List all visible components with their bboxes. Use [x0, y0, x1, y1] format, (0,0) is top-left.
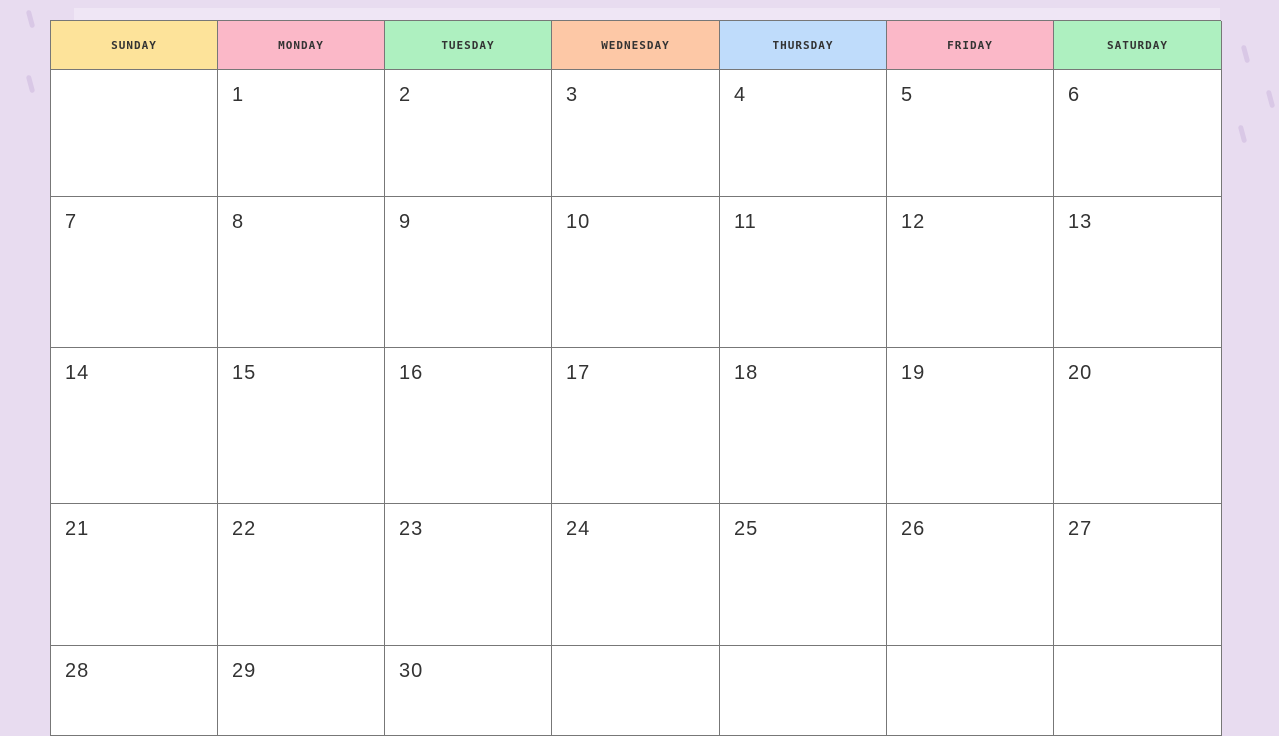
day-cell: 24: [552, 504, 720, 646]
day-number: 19: [901, 362, 926, 384]
day-number: 25: [734, 518, 759, 540]
day-number: 12: [901, 211, 926, 233]
day-number: 9: [399, 211, 412, 233]
day-number: 22: [232, 518, 257, 540]
day-number: 4: [734, 84, 747, 106]
day-number: 27: [1068, 518, 1093, 540]
day-cell: 23: [385, 504, 552, 646]
day-cell: 19: [887, 348, 1054, 504]
day-cell: 13: [1054, 197, 1222, 348]
day-number: 28: [65, 660, 90, 682]
day-cell: 10: [552, 197, 720, 348]
day-cell: 9: [385, 197, 552, 348]
day-cell: 20: [1054, 348, 1222, 504]
day-number: 3: [566, 84, 579, 106]
weekday-header-wednesday: WEDNESDAY: [552, 21, 720, 70]
day-cell: 30: [385, 646, 552, 736]
decoration: [1240, 44, 1251, 64]
day-cell: 21: [51, 504, 218, 646]
weekday-header-thursday: THURSDAY: [720, 21, 887, 70]
day-number: 26: [901, 518, 926, 540]
day-number: 23: [399, 518, 424, 540]
day-number: 21: [65, 518, 90, 540]
day-number: 1: [232, 84, 245, 106]
day-cell: 18: [720, 348, 887, 504]
day-number: 20: [1068, 362, 1093, 384]
day-number: 14: [65, 362, 90, 384]
day-cell: 11: [720, 197, 887, 348]
weekday-header-saturday: SATURDAY: [1054, 21, 1222, 70]
day-number: 30: [399, 660, 424, 682]
day-cell: 22: [218, 504, 385, 646]
day-cell: 2: [385, 70, 552, 197]
calendar-grid: SUNDAY MONDAY TUESDAY WEDNESDAY THURSDAY FRID…: [50, 20, 1222, 736]
day-cell: [552, 646, 720, 736]
day-cell: [51, 70, 218, 197]
day-number: 11: [734, 211, 757, 233]
decoration: [25, 9, 36, 29]
day-cell: 27: [1054, 504, 1222, 646]
day-cell: 14: [51, 348, 218, 504]
day-cell: 7: [51, 197, 218, 348]
weekday-header-friday: FRIDAY: [887, 21, 1054, 70]
day-number: 18: [734, 362, 759, 384]
decoration: [1237, 124, 1248, 144]
day-cell: 28: [51, 646, 218, 736]
day-cell: 5: [887, 70, 1054, 197]
day-number: 29: [232, 660, 257, 682]
decoration: [1265, 89, 1276, 109]
day-number: 10: [566, 211, 591, 233]
day-cell: 29: [218, 646, 385, 736]
day-cell: [1054, 646, 1222, 736]
day-number: 13: [1068, 211, 1093, 233]
day-cell: 4: [720, 70, 887, 197]
day-number: 2: [399, 84, 412, 106]
day-number: 24: [566, 518, 591, 540]
weekday-header-monday: MONDAY: [218, 21, 385, 70]
day-number: 15: [232, 362, 257, 384]
decoration: [25, 74, 36, 94]
day-number: 8: [232, 211, 245, 233]
day-cell: 8: [218, 197, 385, 348]
day-cell: 3: [552, 70, 720, 197]
day-cell: 17: [552, 348, 720, 504]
day-cell: [720, 646, 887, 736]
day-cell: 15: [218, 348, 385, 504]
day-number: 5: [901, 84, 914, 106]
day-cell: 16: [385, 348, 552, 504]
day-cell: 1: [218, 70, 385, 197]
day-number: 7: [65, 211, 78, 233]
day-cell: 6: [1054, 70, 1222, 197]
weekday-header-sunday: SUNDAY: [51, 21, 218, 70]
day-number: 6: [1068, 84, 1081, 106]
day-number: 17: [566, 362, 591, 384]
day-cell: 26: [887, 504, 1054, 646]
paper-edge: [74, 8, 1220, 22]
day-cell: [887, 646, 1054, 736]
day-number: 16: [399, 362, 424, 384]
weekday-header-tuesday: TUESDAY: [385, 21, 552, 70]
day-cell: 25: [720, 504, 887, 646]
day-cell: 12: [887, 197, 1054, 348]
